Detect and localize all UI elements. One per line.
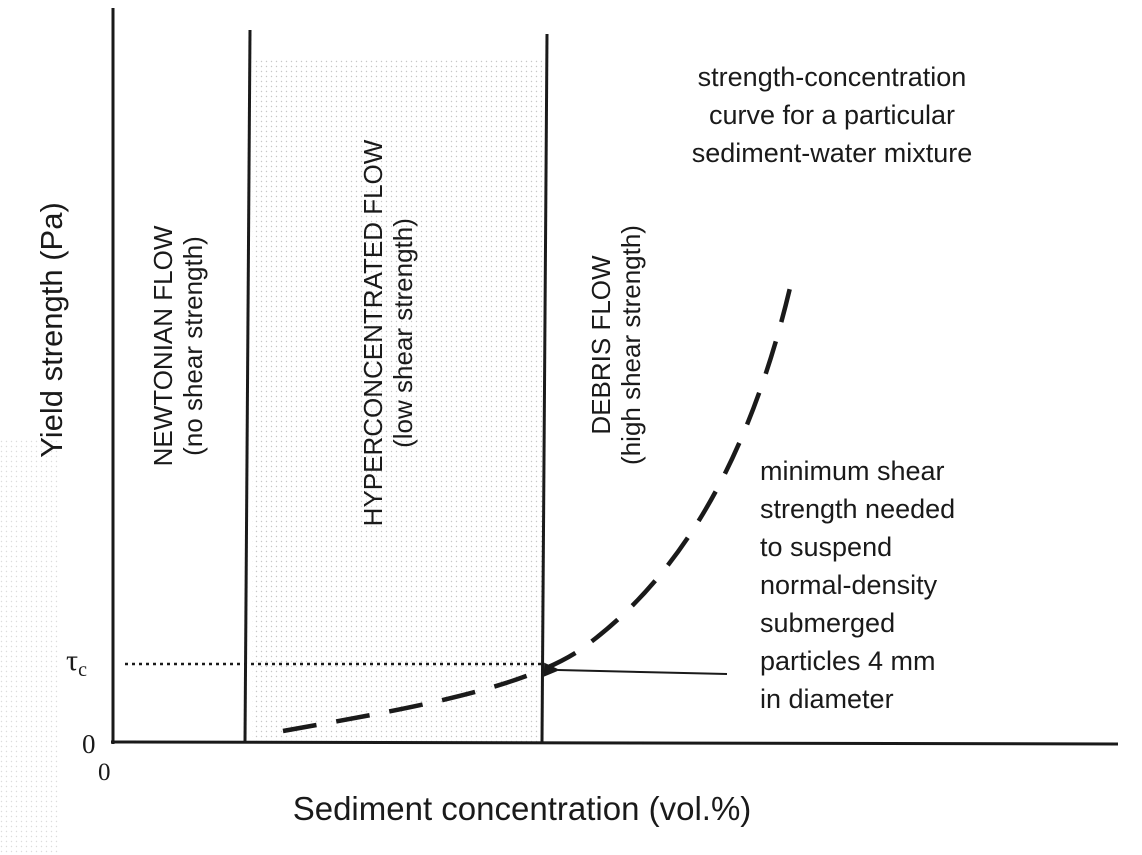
debris-zone-title: DEBRIS FLOW bbox=[586, 255, 616, 435]
newtonian-zone-label: NEWTONIAN FLOW (no shear strength) bbox=[148, 225, 208, 466]
threshold-note-line: to suspend bbox=[760, 532, 892, 562]
threshold-note-line: normal-density bbox=[760, 570, 938, 600]
threshold-note-line: strength needed bbox=[760, 494, 955, 524]
curve-note-line: curve for a particular bbox=[709, 100, 955, 130]
x-axis-label: Sediment concentration (vol.%) bbox=[293, 790, 752, 827]
newtonian-boundary-line bbox=[243, 29, 252, 743]
x-axis bbox=[110, 740, 1119, 746]
curve-note-line: sediment-water mixture bbox=[692, 138, 973, 168]
debris-zone-label: DEBRIS FLOW (high shear strength) bbox=[586, 225, 646, 465]
threshold-note-line: particles 4 mm bbox=[760, 646, 936, 676]
left-margin-stipple bbox=[0, 440, 60, 855]
curve-annotation: strength-concentration curve for a parti… bbox=[692, 62, 973, 168]
tau-symbol: τ bbox=[66, 644, 78, 677]
threshold-note-line: in diameter bbox=[760, 684, 894, 714]
newtonian-zone-title: NEWTONIAN FLOW bbox=[148, 225, 178, 466]
x-origin-label: 0 bbox=[98, 759, 111, 786]
strength-concentration-curve bbox=[282, 274, 796, 734]
debris-boundary-line bbox=[540, 33, 549, 743]
y-origin-label: 0 bbox=[82, 729, 96, 759]
threshold-note-line: submerged bbox=[760, 608, 895, 638]
hyperconcentrated-zone-title: HYPERCONCENTRATED FLOW bbox=[358, 139, 388, 526]
curve-note-line: strength-concentration bbox=[698, 62, 967, 92]
hyperconcentrated-zone-label: HYPERCONCENTRATED FLOW (low shear streng… bbox=[358, 139, 418, 526]
tau-subscript: c bbox=[78, 659, 87, 681]
threshold-annotation: minimum shear strength needed to suspend… bbox=[760, 456, 955, 714]
threshold-note-line: minimum shear bbox=[760, 456, 945, 486]
debris-zone-subtitle: (high shear strength) bbox=[616, 225, 646, 465]
threshold-arrow bbox=[543, 662, 728, 677]
newtonian-zone-subtitle: (no shear strength) bbox=[178, 236, 208, 456]
y-axis-label: Yield strength (Pa) bbox=[34, 202, 69, 458]
hyperconcentrated-zone-subtitle: (low shear strength) bbox=[388, 218, 418, 448]
hyperconcentrated-zone-shading bbox=[252, 60, 542, 742]
tau-c-label: τc bbox=[66, 644, 87, 681]
